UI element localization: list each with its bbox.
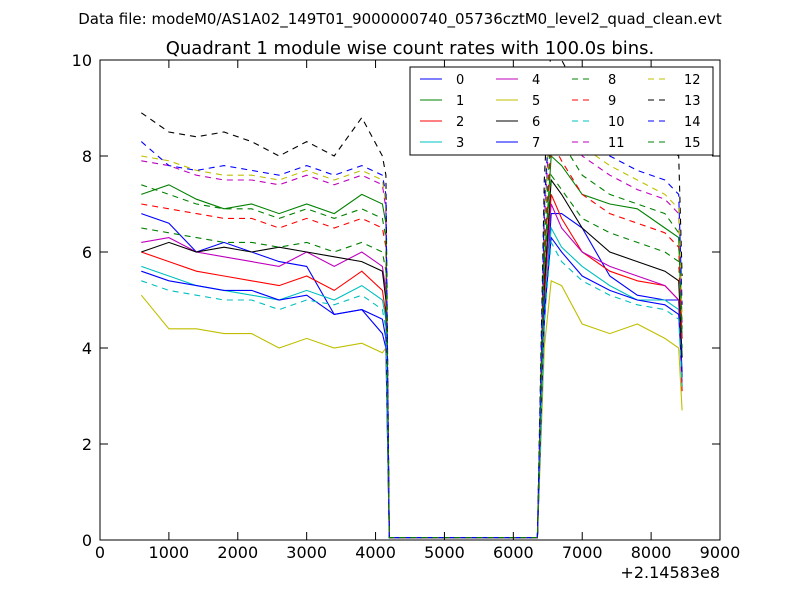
x-tick-label: 4000 <box>355 543 396 562</box>
legend-label: 10 <box>608 115 625 130</box>
legend-label: 1 <box>456 94 464 109</box>
x-tick-label: 1000 <box>149 543 190 562</box>
legend-label: 15 <box>684 136 701 151</box>
series-line-14 <box>140 86 683 539</box>
x-tick-label: 3000 <box>286 543 327 562</box>
x-tick-label: 5000 <box>424 543 465 562</box>
series-line-10 <box>141 240 683 539</box>
y-tick-label: 10 <box>72 51 92 70</box>
figure-suptitle: Data file: modeM0/AS1A02_149T01_90000007… <box>78 10 722 29</box>
x-tick-label: 8000 <box>631 543 672 562</box>
legend-label: 8 <box>608 73 616 88</box>
x-tick-label: 0 <box>95 543 105 562</box>
plot-series <box>140 60 683 539</box>
legend-box <box>409 66 714 156</box>
x-tick-label: 9000 <box>700 543 741 562</box>
y-tick-label: 2 <box>82 435 92 454</box>
y-tick-label: 0 <box>82 531 92 550</box>
legend-label: 0 <box>456 73 464 88</box>
legend-label: 9 <box>608 94 616 109</box>
legend-label: 11 <box>608 136 625 151</box>
series-line-9 <box>141 139 683 539</box>
x-tick-label: 2000 <box>217 543 258 562</box>
plot-frame <box>99 59 721 541</box>
legend-label: 12 <box>684 73 701 88</box>
legend-label: 14 <box>684 115 701 130</box>
legend-label: 7 <box>532 136 540 151</box>
legend-label: 6 <box>532 115 540 130</box>
series-line-15 <box>141 125 683 539</box>
legend-label: 5 <box>532 94 540 109</box>
series-line-13 <box>140 60 683 539</box>
x-tick-label: 7000 <box>562 543 603 562</box>
x-tick-label: 6000 <box>493 543 534 562</box>
legend-label: 4 <box>532 73 540 88</box>
y-tick-label: 4 <box>82 339 92 358</box>
axes: 0 1000 2000 3000 4000 5000 6000 7000 8000 9000 0 2 4… <box>72 51 741 562</box>
y-tick-label: 6 <box>82 243 92 262</box>
chart-title: Quadrant 1 module wise count rates with … <box>166 38 655 59</box>
legend-label: 3 <box>456 136 464 151</box>
legend-label: 2 <box>456 115 464 130</box>
legend-label: 13 <box>684 94 701 109</box>
y-tick-label: 8 <box>82 147 92 166</box>
x-offset-label: +2.14583e8 <box>620 563 720 582</box>
